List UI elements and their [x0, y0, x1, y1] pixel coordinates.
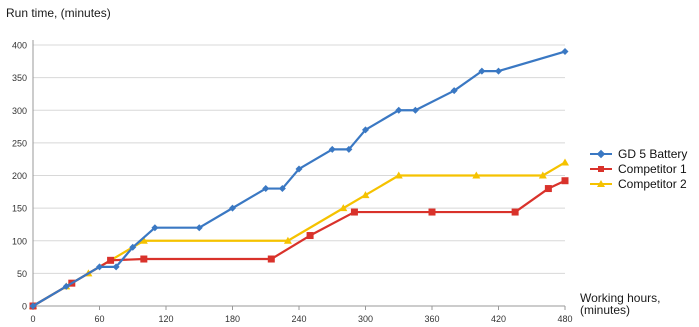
x-tick-label: 360 — [424, 314, 439, 324]
data-point — [350, 208, 358, 216]
data-point — [151, 224, 159, 232]
data-point — [140, 255, 148, 263]
data-point — [561, 158, 569, 166]
x-axis-title: Working hours, (minutes) — [580, 291, 661, 317]
data-point — [394, 171, 403, 179]
legend-swatch-competitor-1 — [590, 164, 612, 174]
legend-item-competitor-2: Competitor 2 — [590, 176, 687, 191]
y-axis-title: Run time, (minutes) — [6, 6, 111, 20]
legend-label-gd5-battery: GD 5 Battery — [618, 146, 688, 161]
data-point — [345, 145, 353, 153]
data-point — [495, 67, 502, 75]
x-tick-label: 60 — [94, 314, 104, 324]
data-point — [112, 263, 120, 271]
legend-item-gd5-battery: GD 5 Battery — [590, 146, 687, 161]
y-tick-label: 200 — [12, 171, 27, 181]
y-tick-label: 350 — [12, 73, 27, 83]
legend: GD 5 Battery Competitor 1 Competitor 2 — [590, 146, 687, 191]
x-tick-label: 240 — [291, 314, 306, 324]
data-point — [362, 126, 369, 134]
series-competitor-2 — [29, 158, 569, 309]
data-point — [561, 48, 569, 56]
data-point — [107, 256, 115, 264]
x-tick-label: 480 — [557, 314, 572, 324]
data-point — [306, 232, 314, 240]
legend-item-competitor-1: Competitor 1 — [590, 161, 687, 176]
y-tick-labels: 0 50 100 150 200 250 300 350 400 — [12, 41, 27, 312]
x-tick-label: 180 — [225, 314, 240, 324]
y-tick-label: 300 — [12, 106, 27, 116]
data-point — [511, 208, 519, 216]
y-tick-label: 50 — [17, 269, 27, 279]
data-point — [195, 224, 203, 232]
gridlines — [33, 44, 565, 274]
y-tick-label: 400 — [12, 41, 27, 51]
data-point — [295, 165, 303, 173]
data-point — [96, 263, 103, 271]
x-tick-label: 300 — [358, 314, 373, 324]
data-point — [472, 171, 481, 179]
x-tick-label: 120 — [158, 314, 173, 324]
data-point — [262, 185, 270, 193]
y-tick-label: 100 — [12, 236, 27, 246]
data-point — [328, 145, 336, 153]
data-point — [561, 177, 569, 185]
series-line — [32, 179, 566, 307]
data-point — [129, 243, 137, 251]
data-point — [538, 171, 547, 179]
data-point — [411, 106, 419, 114]
data-point — [361, 191, 370, 199]
data-point — [229, 204, 236, 212]
axes — [32, 40, 566, 310]
series-group — [29, 48, 569, 310]
data-point — [278, 185, 286, 193]
series-competitor-1 — [29, 177, 569, 310]
data-point — [339, 204, 348, 212]
x-tick-labels: 0 60 120 180 240 300 360 420 480 — [30, 314, 572, 324]
legend-swatch-competitor-2 — [590, 179, 612, 189]
data-point — [139, 236, 148, 244]
data-point — [395, 106, 403, 114]
data-point — [62, 282, 70, 290]
legend-label-competitor-2: Competitor 2 — [618, 176, 687, 191]
series-line — [32, 161, 566, 307]
data-point — [267, 255, 275, 263]
y-tick-label: 150 — [12, 204, 27, 214]
data-point — [544, 185, 552, 193]
data-point — [29, 302, 37, 310]
x-tick-label: 420 — [491, 314, 506, 324]
data-point — [450, 87, 458, 95]
series-gd-5-battery — [29, 48, 569, 310]
legend-label-competitor-1: Competitor 1 — [618, 161, 687, 176]
y-tick-label: 0 — [22, 302, 27, 312]
series-line — [32, 50, 566, 307]
legend-swatch-gd5-battery — [590, 149, 612, 159]
y-tick-label: 250 — [12, 138, 27, 148]
x-tick-label: 0 — [30, 314, 35, 324]
data-point — [478, 67, 486, 75]
data-point — [283, 236, 292, 244]
data-point — [428, 208, 436, 216]
